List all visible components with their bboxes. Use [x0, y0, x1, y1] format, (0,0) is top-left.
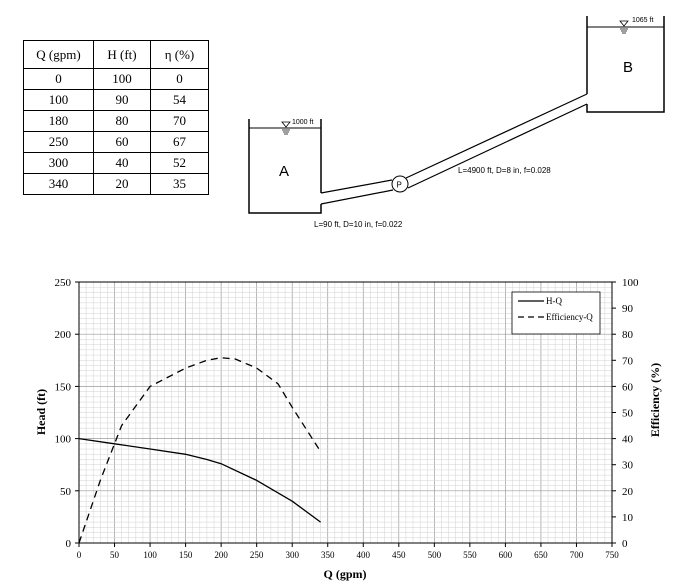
table-row: 0 100 0: [23, 68, 209, 90]
legend-box: [511, 291, 601, 335]
y-tick-label: 0: [66, 538, 72, 550]
table-row: 250 60 67: [23, 131, 209, 153]
x-tick-label: 300: [285, 550, 299, 560]
water-level-icon: [619, 20, 629, 34]
chart-grid: [78, 281, 613, 544]
y-tick-label: 50: [60, 486, 72, 498]
x-tick-label: 600: [499, 550, 513, 560]
x-tick-label: 100: [143, 550, 157, 560]
table-header-row: Q (gpm) H (ft) η (%): [23, 40, 209, 69]
reservoir-a-elevation: 1000 ft: [292, 119, 313, 126]
legend-label-efficiency-q: Efficiency-Q: [546, 312, 593, 322]
x-tick-label: 650: [534, 550, 548, 560]
series-line-efficiency-q: [78, 357, 322, 544]
table-cell: 52: [150, 152, 209, 174]
y2-tick-label: 0: [622, 538, 628, 550]
reservoir-b-elevation: 1065 ft: [632, 17, 653, 24]
y2-axis-label: Efficiency (%): [648, 363, 662, 437]
chart-series: [78, 357, 322, 544]
y2-tick-label: 90: [622, 303, 634, 315]
water-level-icon: [281, 121, 291, 135]
discharge-pipe-label: L=4900 ft, D=8 in, f=0.028: [458, 166, 551, 175]
x-tick-label: 200: [214, 550, 228, 560]
discharge-pipe-top: [405, 93, 588, 179]
x-tick-label: 550: [463, 550, 477, 560]
x-tick-label: 150: [179, 550, 193, 560]
table-cell: 35: [150, 173, 209, 195]
table-cell: 340: [23, 173, 94, 195]
chart-ticks: 0 50 100 150 200 250 300 350 400 450 500 550 600 650 7…: [55, 277, 640, 560]
suction-pipe-bottom: [320, 189, 394, 205]
pump-performance-table: Q (gpm) H (ft) η (%) 0 100 0 100 90 54 180 80…: [23, 40, 209, 195]
x-tick-label: 250: [250, 550, 264, 560]
column-header-q: Q (gpm): [23, 40, 94, 69]
table-row: 180 80 70: [23, 110, 209, 132]
chart-legend: H-Q Efficiency-Q: [511, 291, 601, 335]
reservoir-b-tank: [586, 16, 665, 113]
y2-tick-label: 80: [622, 329, 634, 341]
table-cell: 67: [150, 131, 209, 153]
y2-tick-label: 20: [622, 486, 634, 498]
x-tick-label: 0: [77, 550, 82, 560]
table-cell: 80: [93, 110, 151, 132]
x-tick-label: 50: [110, 550, 120, 560]
x-tick-label: 350: [321, 550, 335, 560]
y-axis-label: Head (ft): [34, 389, 48, 435]
reservoir-b-label: B: [623, 59, 633, 76]
y2-tick-label: 40: [622, 434, 634, 446]
y-tick-label: 250: [55, 277, 72, 289]
discharge-pipe-bottom: [407, 103, 588, 189]
y2-tick-label: 50: [622, 408, 634, 420]
suction-pipe-label: L=90 ft, D=10 in, f=0.022: [314, 220, 403, 229]
y2-tick-label: 30: [622, 460, 634, 472]
pipe-system-diagram: 1000 ft A L=90 ft, D=10 in, f=0.022 P L=…: [248, 16, 665, 229]
x-tick-label: 500: [428, 550, 442, 560]
y2-tick-label: 60: [622, 381, 634, 393]
y-tick-label: 200: [55, 329, 72, 341]
x-tick-label: 450: [392, 550, 406, 560]
y-tick-label: 150: [55, 381, 72, 393]
y2-tick-label: 70: [622, 355, 634, 367]
suction-pipe-top: [320, 179, 393, 194]
y2-tick-label: 10: [622, 512, 634, 524]
x-axis-label: Q (gpm): [324, 567, 367, 581]
x-tick-label: 700: [570, 550, 584, 560]
series-line-h-q: [78, 437, 321, 523]
table-cell: 180: [23, 110, 94, 132]
table-row: 340 20 35: [23, 173, 209, 195]
x-tick-label: 750: [605, 550, 619, 560]
table-cell: 60: [93, 131, 151, 153]
reservoir-a-label: A: [279, 163, 289, 180]
x-tick-label: 400: [357, 550, 371, 560]
y-tick-label: 100: [55, 434, 72, 446]
reservoir-a-tank: [248, 119, 322, 214]
legend-label-h-q: H-Q: [546, 296, 562, 306]
pump-label: P: [397, 181, 402, 190]
column-header-h: H (ft): [93, 40, 151, 69]
y2-tick-label: 100: [622, 277, 639, 289]
pump-icon: [391, 175, 409, 193]
